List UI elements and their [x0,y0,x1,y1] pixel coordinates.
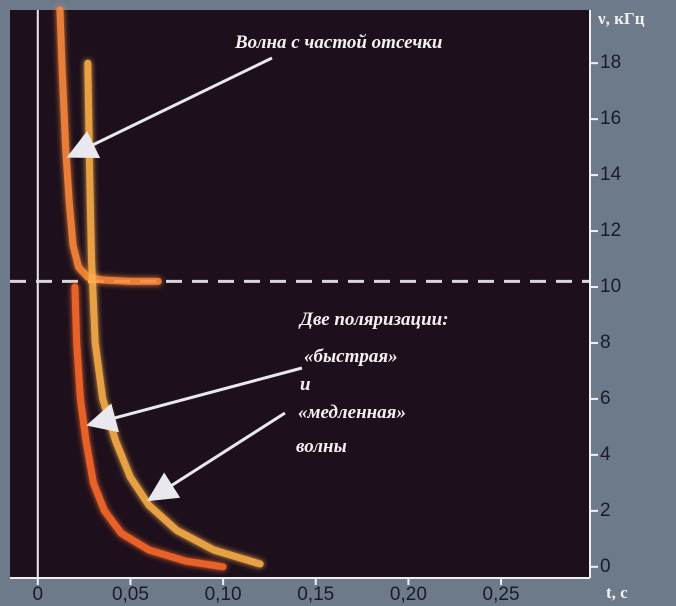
y-tick-label: 18 [600,52,621,73]
annotation: и [300,374,311,395]
trace [84,59,264,568]
annotation: «быстрая» [304,346,398,367]
y-tick-label: 2 [600,500,611,521]
plot-area [10,10,590,578]
x-axis-label: t, с [606,583,628,602]
y-tick-label: 10 [600,276,621,297]
x-tick-label: 0,20 [390,584,427,605]
x-tick-label: 0,10 [205,584,242,605]
trace [71,283,227,571]
x-tick-label: 0 [33,584,44,605]
annotation: «медленная» [298,402,406,423]
y-tick-label: 6 [600,388,611,409]
x-tick-label: 0,15 [297,584,334,605]
y-tick-label: 8 [600,332,611,353]
x-tick-label: 0,05 [112,584,149,605]
y-axis-label: ν, кГц [597,9,645,28]
y-tick-label: 12 [600,220,621,241]
annotation: волны [296,436,347,457]
x-tick-label: 0,25 [483,584,520,605]
y-tick-label: 0 [600,556,611,577]
annotation: Волна с частой отсечки [234,32,443,53]
arrows [66,56,303,502]
trace [56,6,162,285]
y-tick-label: 4 [600,444,611,465]
y-tick-label: 16 [600,108,621,129]
y-tick-label: 14 [600,164,622,185]
annotation: Две поляризации: [298,309,449,330]
